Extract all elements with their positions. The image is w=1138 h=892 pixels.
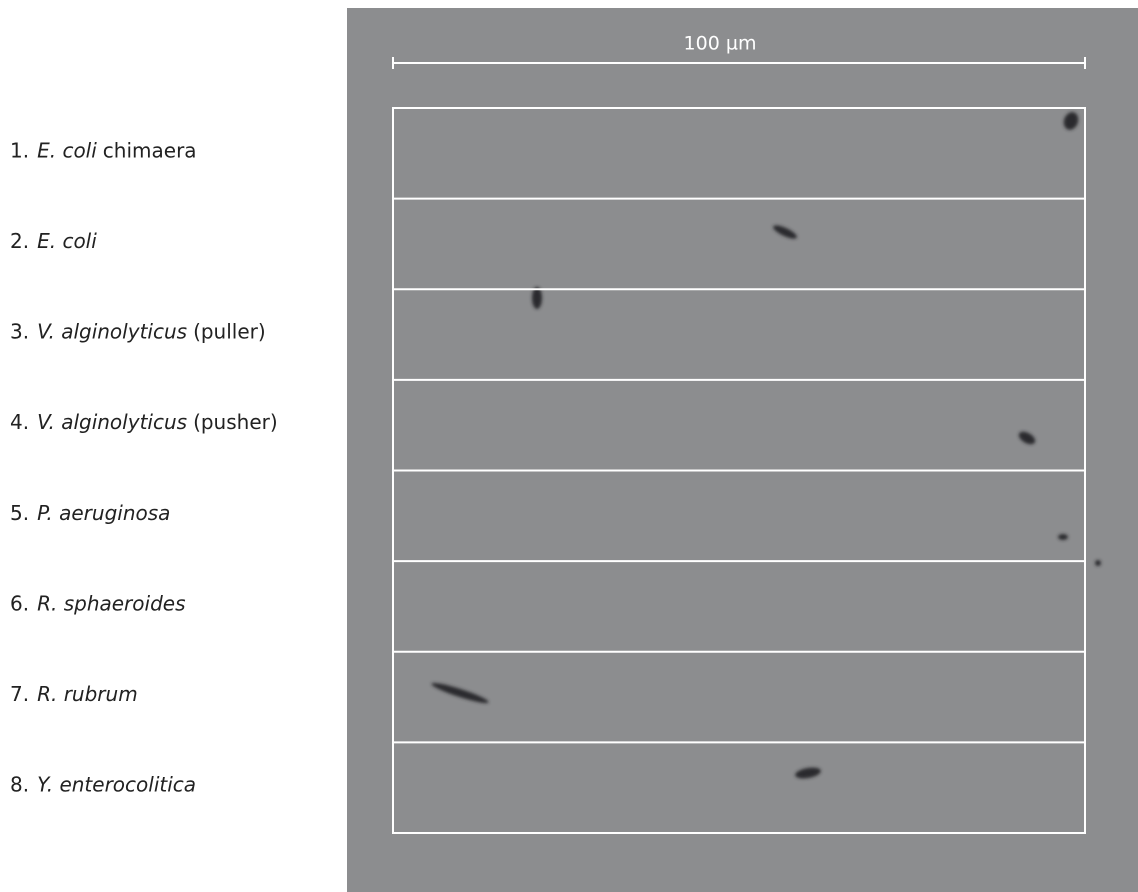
species-name: Y. enterocolitica [37,772,196,796]
species-name: R. sphaeroides [37,591,185,615]
lane-number: 7. [10,682,29,706]
lane-label: 5. P. aeruginosa [10,500,170,524]
lane-number: 2. [10,228,29,252]
figure: 100 µm 1.E. colichimaera2.E. coli3.V. al… [0,0,1138,892]
lane-label: 8. Y. enterocolitica [10,772,196,796]
lane-label: 3. V. alginolyticus(puller) [10,319,266,343]
species-name: E. coli [37,138,97,162]
species-name: V. alginolyticus [37,410,187,434]
species-name: V. alginolyticus [37,319,187,343]
lane-number: 5. [10,500,29,524]
species-name: P. aeruginosa [37,500,170,524]
lane-label: 7. R. rubrum [10,682,138,706]
lane-label: 4. V. alginolyticus(pusher) [10,410,278,434]
lane-number: 3. [10,319,29,343]
lane-number: 1. [10,138,29,162]
lane-suffix: (puller) [193,319,266,343]
lane-label: 2. E. coli [10,228,97,252]
species-name: R. rubrum [37,682,138,706]
scale-bar-label: 100 µm [684,33,757,55]
lane-number: 6. [10,591,29,615]
lane-suffix: (pusher) [193,410,278,434]
micrograph [347,8,1138,892]
lane-label: 6. R. sphaeroides [10,591,186,615]
lane-number: 4. [10,410,29,434]
species-name: E. coli [37,228,97,252]
lane-number: 8. [10,772,29,796]
lane-suffix: chimaera [103,138,197,162]
